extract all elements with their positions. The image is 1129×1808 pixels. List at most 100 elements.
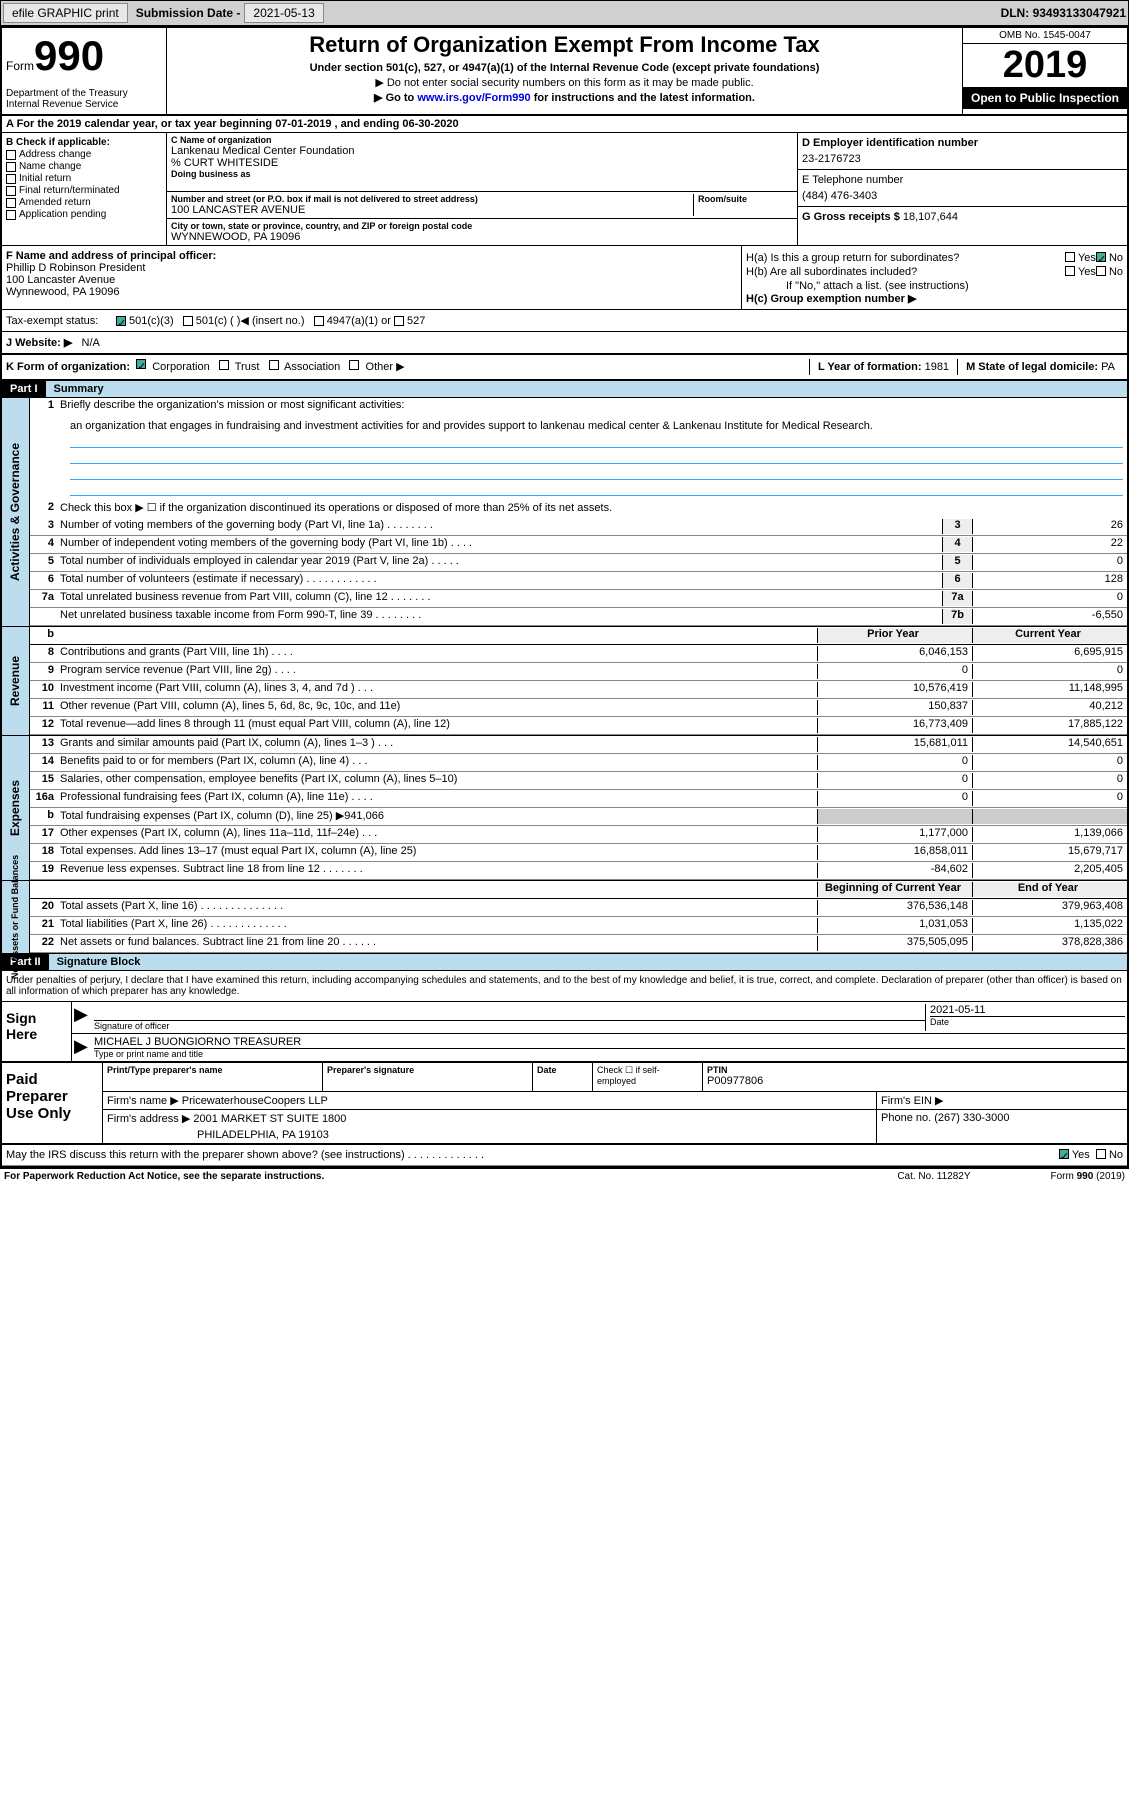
line-box: 7a [942,591,972,606]
m-label: M State of legal domicile: [966,361,1101,373]
line-text: Total number of volunteers (estimate if … [60,573,942,588]
top-toolbar: efile GRAPHIC print Submission Date - 20… [0,0,1129,26]
footer-catalog: Cat. No. 11282Y [897,1171,970,1182]
header-info-grid: B Check if applicable: Address change Na… [2,133,1127,246]
firm-addr-label: Firm's address ▶ [107,1113,190,1125]
line-box: 6 [942,573,972,588]
care-of: % CURT WHITESIDE [171,157,793,169]
mission-text: an organization that engages in fundrais… [70,420,1123,432]
prior-year-value: 376,536,148 [817,900,972,915]
line-text: Total number of individuals employed in … [60,555,942,570]
checkbox-final-return[interactable] [6,186,16,196]
prior-year-value: 6,046,153 [817,646,972,661]
checkbox-pending[interactable] [6,210,16,220]
checkbox-ha-no[interactable]: ✓ [1096,252,1106,262]
line-value: 26 [972,519,1127,534]
prior-year-value: 375,505,095 [817,936,972,951]
prior-year-value: -84,602 [817,863,972,878]
city-label: City or town, state or province, country… [171,221,793,231]
rule-line [70,432,1123,448]
line-text: Grants and similar amounts paid (Part IX… [60,737,817,752]
checkbox-hb-no[interactable] [1096,266,1106,276]
checkbox-4947[interactable] [314,316,324,326]
checkbox-hb-yes[interactable] [1065,266,1075,276]
section-d-e-g: D Employer identification number 23-2176… [797,133,1127,245]
q2-text: Check this box ▶ ☐ if the organization d… [60,501,1127,517]
checkbox-corp[interactable]: ✓ [136,359,146,369]
checkbox-initial-return[interactable] [6,174,16,184]
line-text: Total unrelated business revenue from Pa… [60,591,942,606]
form-prefix: Form [6,59,34,73]
firm-name-label: Firm's name ▶ [107,1095,179,1107]
efile-button[interactable]: efile GRAPHIC print [3,3,128,23]
side-net-assets: Net Assets or Fund Balances [2,881,30,953]
label-final-return: Final return/terminated [19,185,120,196]
rule-line [70,480,1123,496]
col-beginning: Beginning of Current Year [817,882,972,897]
checkbox-501c[interactable] [183,316,193,326]
line-text: Revenue less expenses. Subtract line 18 … [60,863,817,878]
checkbox-ha-yes[interactable] [1065,252,1075,262]
checkbox-discuss-yes[interactable]: ✓ [1059,1149,1069,1159]
expenses-section: Expenses 13Grants and similar amounts pa… [2,735,1127,880]
checkbox-discuss-no[interactable] [1096,1149,1106,1159]
line-text: Other expenses (Part IX, column (A), lin… [60,827,817,842]
current-year-value: 379,963,408 [972,900,1127,915]
prep-name-label: Print/Type preparer's name [107,1065,318,1075]
org-name-label: C Name of organization [171,135,793,145]
website-label: J Website: ▶ [6,337,72,349]
prior-year-value: 150,837 [817,700,972,715]
current-year-value: 15,679,717 [972,845,1127,860]
firm-city: PHILADELPHIA, PA 19103 [197,1129,872,1141]
line-text: Investment income (Part VIII, column (A)… [60,682,817,697]
prior-year-value: 16,858,011 [817,845,972,860]
side-revenue: Revenue [2,627,30,735]
current-year-value: 0 [972,773,1127,788]
firm-phone: (267) 330-3000 [934,1112,1009,1124]
checkbox-other[interactable] [349,360,359,370]
sign-here-block: Sign Here ▶ Signature of officer 2021-05… [2,1001,1127,1061]
dln: DLN: 93493133047921 [1001,6,1126,20]
current-year-value: 1,135,022 [972,918,1127,933]
col-prior-year: Prior Year [817,628,972,643]
hb-note: If "No," attach a list. (see instruction… [786,280,1123,292]
label-initial-return: Initial return [19,173,71,184]
checkbox-address-change[interactable] [6,150,16,160]
line-text: Contributions and grants (Part VIII, lin… [60,646,817,661]
line-value: 128 [972,573,1127,588]
dba-label: Doing business as [171,169,793,179]
rule-line [70,448,1123,464]
header-right: OMB No. 1545-0047 2019 Open to Public In… [962,28,1127,114]
l-label: L Year of formation: [818,361,925,373]
officer-name: Phillip D Robinson President [6,262,737,274]
org-name: Lankenau Medical Center Foundation [171,145,793,157]
year-formation: 1981 [925,361,949,373]
irs-link[interactable]: www.irs.gov/Form990 [417,92,530,104]
submission-date: 2021-05-13 [244,3,323,23]
governance-section: Activities & Governance 1Briefly describ… [2,398,1127,626]
current-year-value: 17,885,122 [972,718,1127,733]
checkbox-trust[interactable] [219,360,229,370]
checkbox-name-change[interactable] [6,162,16,172]
checkbox-assoc[interactable] [269,360,279,370]
checkbox-501c3[interactable]: ✓ [116,316,126,326]
firm-address: 2001 MARKET ST SUITE 1800 [193,1113,346,1125]
net-assets-section: Net Assets or Fund Balances Beginning of… [2,880,1127,954]
current-year-value: 11,148,995 [972,682,1127,697]
prep-date-label: Date [537,1065,588,1075]
line-text: Other revenue (Part VIII, column (A), li… [60,700,817,715]
line-text: Total revenue—add lines 8 through 11 (mu… [60,718,817,733]
prior-year-value: 0 [817,773,972,788]
line-text: Total assets (Part X, line 16) . . . . .… [60,900,817,915]
line-box: 7b [942,609,972,624]
firm-name: PricewaterhouseCoopers LLP [182,1095,328,1107]
line-text: Salaries, other compensation, employee b… [60,773,817,788]
label-name-change: Name change [19,161,81,172]
current-year-value: 40,212 [972,700,1127,715]
officer-printed-name: MICHAEL J BUONGIORNO TREASURER [94,1036,1125,1048]
checkbox-527[interactable] [394,316,404,326]
form-subtitle: Under section 501(c), 527, or 4947(a)(1)… [171,62,958,74]
checkbox-amended[interactable] [6,198,16,208]
ein-value: 23-2176723 [802,153,1123,165]
ptin-value: P00977806 [707,1075,763,1087]
